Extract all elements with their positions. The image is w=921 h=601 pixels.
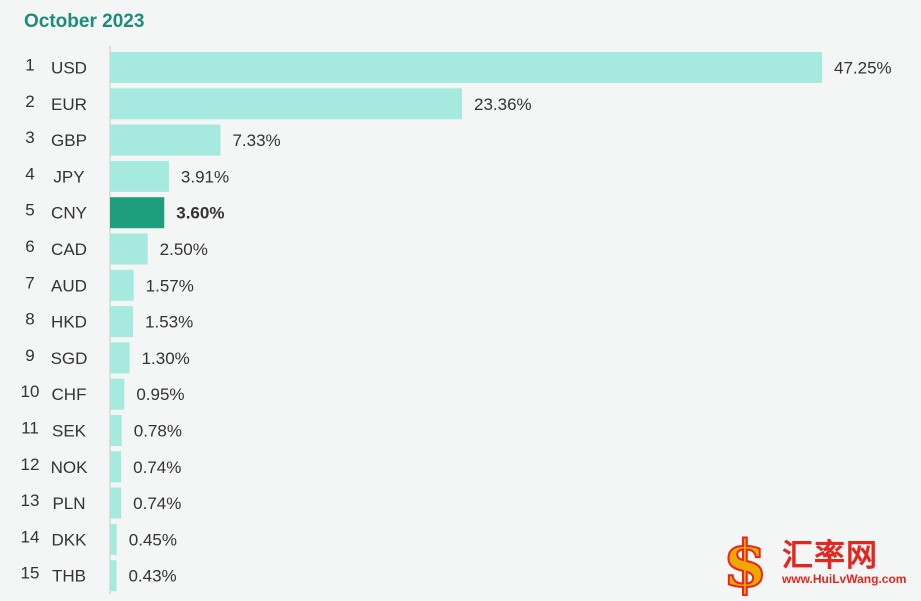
category-label: GBP (51, 131, 87, 150)
category-label: CAD (51, 240, 87, 259)
value-label: 1.30% (142, 349, 190, 368)
bar (110, 487, 122, 519)
rank-label: 14 (21, 527, 40, 546)
rank-label: 7 (25, 273, 34, 292)
bar-highlighted (110, 197, 165, 229)
svg-text:$: $ (723, 528, 768, 596)
watermark: $ 汇率网 www.HuiLvWang.com (712, 526, 921, 601)
rank-label: 2 (25, 92, 34, 111)
bar (110, 560, 117, 592)
rank-label: 8 (25, 310, 34, 329)
category-label: HKD (51, 313, 87, 332)
dollar-logo-icon: $ (722, 526, 769, 601)
value-label: 0.43% (128, 567, 176, 586)
value-label: 3.91% (181, 167, 229, 186)
category-label: EUR (51, 95, 87, 114)
rank-label: 4 (25, 164, 34, 183)
category-label: SEK (52, 422, 87, 441)
watermark-text: 汇率网 (782, 538, 878, 574)
value-label: 0.78% (134, 422, 182, 441)
rank-label: 11 (21, 419, 39, 438)
category-label: AUD (51, 276, 87, 295)
rank-label: 3 (25, 128, 34, 147)
category-label: DKK (52, 530, 88, 549)
rank-label: 12 (21, 455, 40, 474)
value-label: 1.57% (146, 276, 194, 295)
bar (110, 233, 148, 265)
bar (110, 378, 125, 410)
category-label: JPY (53, 167, 84, 186)
value-label: 3.60% (176, 204, 224, 223)
bar (110, 415, 122, 446)
bar (110, 88, 463, 120)
bar (110, 269, 134, 301)
rank-label: 5 (25, 201, 34, 220)
bar (110, 523, 117, 555)
value-label: 7.33% (232, 131, 280, 150)
value-label: 1.53% (145, 313, 193, 332)
rank-label: 1 (25, 56, 34, 75)
rank-label: 6 (25, 237, 34, 256)
value-label: 23.36% (474, 95, 532, 114)
rank-label: 9 (25, 346, 34, 365)
rank-label: 13 (21, 491, 40, 510)
bar (110, 451, 122, 483)
category-label: CNY (51, 204, 87, 223)
rank-label: 15 (21, 564, 40, 583)
value-label: 2.50% (160, 240, 208, 259)
value-label: 47.25% (834, 59, 892, 78)
value-label: 0.74% (133, 458, 181, 477)
category-label: USD (51, 59, 87, 78)
value-label: 0.45% (129, 530, 177, 549)
bar (110, 160, 169, 192)
watermark-url: www.HuiLvWang.com (782, 572, 907, 586)
category-label: PLN (52, 494, 85, 513)
value-label: 0.95% (136, 385, 184, 404)
bar (110, 342, 130, 374)
category-label: SGD (51, 349, 88, 368)
category-label: CHF (52, 385, 87, 404)
value-label: 0.74% (133, 494, 181, 513)
chart-title: October 2023 (24, 11, 144, 32)
category-label: THB (52, 567, 86, 586)
bar (110, 124, 221, 156)
bar (110, 306, 134, 338)
rank-label: 10 (21, 382, 40, 401)
category-label: NOK (51, 458, 89, 477)
bar (110, 52, 822, 83)
